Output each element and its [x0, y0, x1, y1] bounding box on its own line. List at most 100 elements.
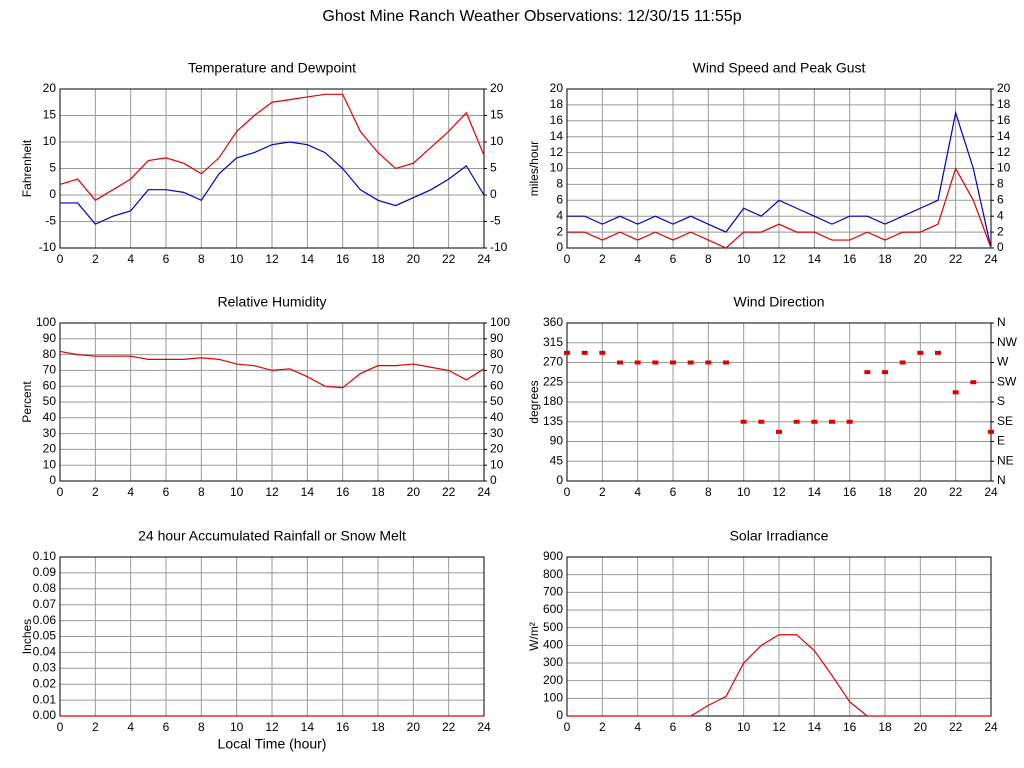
- y-tick-label: 0.08: [33, 581, 57, 595]
- y-tick-label: 30: [43, 426, 57, 440]
- y2-tick-label: 18: [997, 97, 1011, 111]
- y2-tick-label: N: [997, 473, 1006, 487]
- y-tick-label: 8: [556, 177, 563, 191]
- point: [705, 360, 712, 365]
- y-tick-label: 0.07: [33, 597, 57, 611]
- y-tick-label: 15: [43, 108, 57, 122]
- y-tick-label: 0: [49, 187, 56, 201]
- y2-tick-label: 70: [490, 363, 504, 377]
- y-tick-label: 10: [43, 457, 57, 471]
- y-tick-label: -5: [45, 214, 56, 228]
- series-line: [567, 166, 992, 249]
- point: [846, 419, 853, 424]
- plot-frame: [59, 88, 485, 249]
- point: [935, 350, 941, 355]
- point: [793, 419, 800, 424]
- x-tick-label: 10: [230, 252, 244, 266]
- point: [970, 380, 977, 385]
- y2-tick-label: 8: [997, 177, 1004, 191]
- series-line: [59, 93, 485, 202]
- x-tick-label: 6: [163, 252, 170, 266]
- series-line: [567, 110, 992, 249]
- y-tick-label: 16: [550, 113, 564, 127]
- y2-tick-label: 16: [997, 113, 1011, 127]
- chart-title: Wind Direction: [733, 294, 824, 310]
- y-tick-label: 0: [556, 473, 563, 487]
- point: [899, 360, 906, 365]
- x-tick-label: 8: [198, 252, 205, 266]
- x-tick-label: 0: [564, 252, 571, 266]
- y-tick-label: 10: [550, 161, 564, 175]
- x-tick-label: 4: [634, 485, 641, 499]
- y-tick-label: 225: [543, 374, 563, 388]
- y2-tick-label: 2: [997, 224, 1004, 238]
- y-tick-label: 0.06: [33, 613, 57, 627]
- point: [634, 360, 641, 365]
- x-tick-label: 20: [407, 485, 421, 499]
- y-tick-label: 0.03: [33, 660, 57, 674]
- y-tick-label: 900: [543, 549, 563, 563]
- y-axis-label: Percent: [20, 381, 34, 423]
- y2-tick-label: 40: [490, 410, 504, 424]
- x-tick-label: 14: [301, 252, 315, 266]
- point: [670, 360, 676, 365]
- plot-frame: [566, 322, 992, 482]
- y-tick-label: 600: [543, 602, 563, 616]
- y-tick-label: 800: [543, 567, 563, 581]
- x-tick-label: 8: [198, 720, 205, 734]
- x-tick-label: 18: [371, 485, 385, 499]
- y-tick-label: 135: [543, 414, 563, 428]
- y-tick-label: 90: [43, 331, 57, 345]
- point: [917, 350, 924, 355]
- x-tick-label: 22: [949, 252, 963, 266]
- point: [723, 360, 729, 365]
- chart-title: 24 hour Accumulated Rainfall or Snow Mel…: [138, 528, 406, 544]
- x-tick-label: 10: [230, 485, 244, 499]
- x-tick-label: 10: [230, 720, 244, 734]
- x-tick-label: 0: [57, 252, 64, 266]
- x-tick-label: 0: [564, 720, 571, 734]
- y2-tick-label: 14: [997, 129, 1011, 143]
- x-tick-label: 16: [843, 252, 857, 266]
- y2-tick-label: 4: [997, 208, 1004, 222]
- y2-tick-label: 0: [490, 187, 497, 201]
- y-tick-label: 0.10: [33, 549, 57, 563]
- x-tick-label: 14: [301, 720, 315, 734]
- y-tick-label: 60: [43, 378, 57, 392]
- y-tick-label: 2: [556, 224, 563, 238]
- y-tick-label: 400: [543, 638, 563, 652]
- y-tick-label: 18: [550, 97, 564, 111]
- x-tick-label: 0: [564, 485, 571, 499]
- y-tick-label: 300: [543, 655, 563, 669]
- y-tick-label: 0.04: [33, 645, 57, 659]
- x-tick-label: 12: [772, 485, 786, 499]
- y2-tick-label: 10: [490, 134, 504, 148]
- y2-tick-label: -5: [490, 214, 501, 228]
- point: [776, 429, 782, 434]
- x-tick-label: 18: [371, 252, 385, 266]
- y-tick-label: 0.09: [33, 565, 57, 579]
- series-line: [60, 141, 485, 225]
- x-tick-label: 24: [984, 720, 998, 734]
- x-tick-label: 24: [984, 252, 998, 266]
- y-tick-label: 45: [550, 453, 564, 467]
- x-tick-label: 10: [737, 252, 751, 266]
- y-tick-label: 0.05: [33, 629, 57, 643]
- point: [564, 350, 570, 355]
- y2-tick-label: 10: [997, 161, 1011, 175]
- x-tick-label: 14: [808, 252, 822, 266]
- point: [988, 429, 994, 434]
- y2-tick-label: 30: [490, 426, 504, 440]
- y-tick-label: -10: [39, 240, 57, 254]
- plot-frame: [59, 322, 485, 482]
- y2-tick-label: N: [997, 315, 1006, 329]
- y-tick-label: 6: [556, 192, 563, 206]
- y-tick-label: 0: [556, 240, 563, 254]
- x-tick-label: 12: [772, 720, 786, 734]
- x-tick-label: 18: [878, 252, 892, 266]
- y-tick-label: 700: [543, 585, 563, 599]
- y2-tick-label: 20: [490, 81, 504, 95]
- x-tick-label: 8: [705, 485, 712, 499]
- y2-tick-label: 15: [490, 108, 504, 122]
